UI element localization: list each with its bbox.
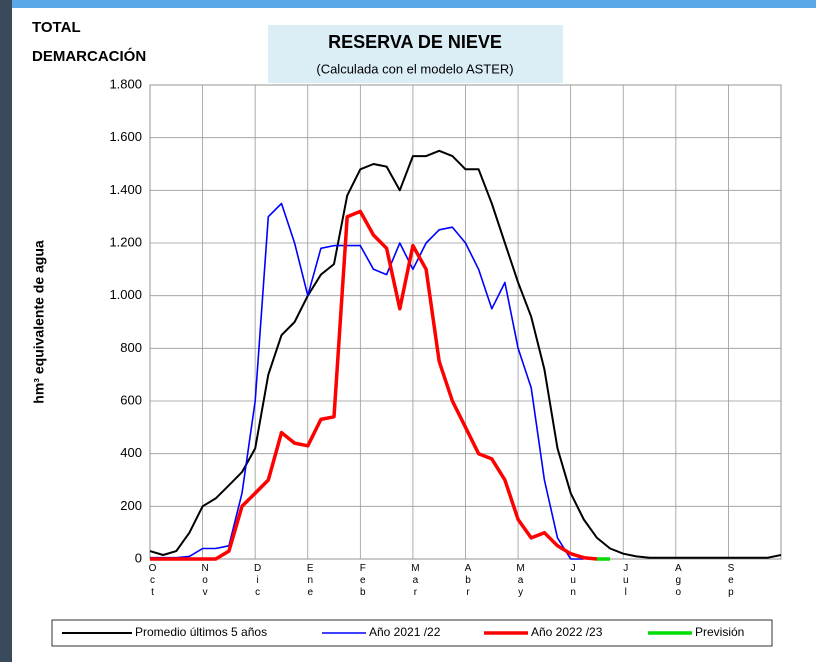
x-tick-label: Oct	[147, 563, 158, 599]
y-tick-label: 1.600	[109, 129, 142, 144]
left-edge	[0, 0, 12, 662]
x-tick-label: May	[515, 563, 527, 599]
x-tick-label: Jun	[567, 563, 579, 599]
series-line	[149, 149, 782, 559]
top-strip	[0, 0, 816, 8]
x-tick-label: Ene	[304, 563, 316, 599]
y-tick-label: 1.000	[109, 287, 142, 302]
y-axis-label: hm³ equivalente de agua	[31, 240, 47, 404]
title-box	[268, 25, 563, 83]
series-line	[150, 209, 598, 561]
legend-label: Año 2021 /22	[369, 625, 441, 639]
legend-label: Previsión	[695, 625, 744, 639]
y-tick-label: 1.200	[109, 234, 142, 249]
chart-subtitle: (Calculada con el modelo ASTER)	[316, 61, 513, 76]
y-tick-label: 1.800	[109, 76, 142, 91]
y-tick-label: 1.400	[109, 182, 142, 197]
y-tick-label: 600	[120, 392, 142, 407]
x-tick-label: Mar	[409, 563, 421, 599]
x-tick-label: Jul	[620, 563, 632, 599]
header-title: DEMARCACIÓN	[32, 47, 146, 65]
y-tick-label: 400	[120, 445, 142, 460]
y-tick-label: 200	[120, 498, 142, 513]
y-tick-label: 0	[135, 550, 142, 565]
chart-title: RESERVA DE NIEVE	[328, 32, 502, 52]
x-tick-label: Sep	[725, 563, 737, 599]
x-tick-label: Abr	[462, 563, 474, 599]
header-title: TOTAL	[32, 19, 81, 36]
series-line	[150, 202, 584, 560]
x-tick-label: Nov	[199, 563, 211, 599]
x-tick-label: Ago	[672, 563, 684, 599]
y-tick-label: 800	[120, 340, 142, 355]
legend-label: Promedio últimos 5 años	[135, 625, 267, 639]
x-tick-label: Feb	[357, 563, 369, 599]
legend-label: Año 2022 /23	[531, 625, 603, 639]
x-tick-label: Dic	[252, 563, 264, 599]
legend-box	[51, 619, 773, 647]
